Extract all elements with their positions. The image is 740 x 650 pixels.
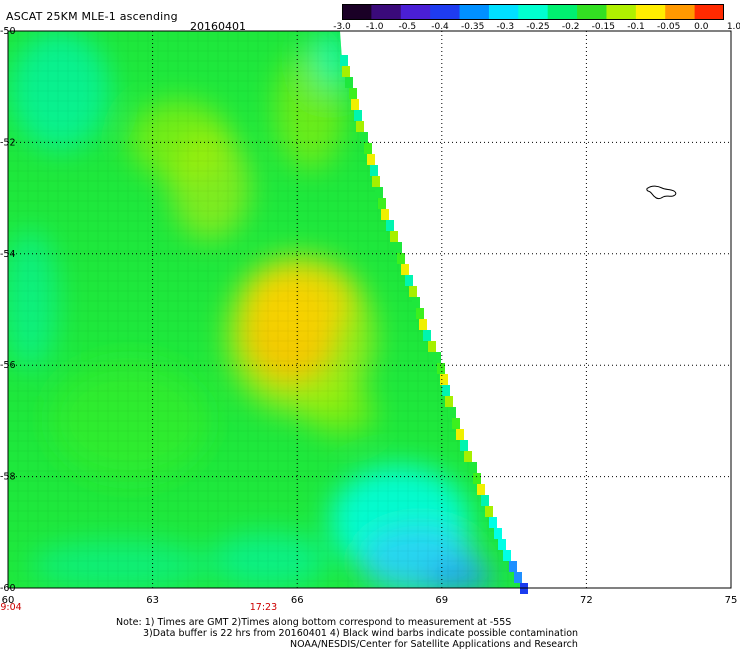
field-blob — [425, 564, 495, 588]
colorbar-label: -0.4 — [431, 22, 449, 32]
colorbar-label: -3.0 — [333, 22, 351, 32]
colorbar-label: -1.0 — [365, 22, 384, 32]
note-line-3: NOAA/NESDIS/Center for Satellite Applica… — [290, 639, 578, 650]
note-line-2: 3)Data buffer is 22 hrs from 20160401 4)… — [143, 628, 579, 639]
colorbar-swatch — [665, 4, 696, 20]
colorbar-swatch — [488, 4, 519, 20]
note-line-1: Note: 1) Times are GMT 2)Times along bot… — [116, 617, 512, 628]
lon-tick-label: 69 — [435, 595, 448, 606]
colorbar-swatch — [694, 4, 724, 20]
colorbar-labels: -3.0 -1.0 -0.5 -0.4 -0.35 -0.3 -0.25 -0.2 -0.15 -… — [330, 22, 740, 36]
colorbar-label: -0.2 — [561, 22, 580, 32]
colorbar-label: 1.0 — [726, 22, 740, 32]
lat-tick-label: -58 — [0, 472, 16, 483]
colorbar-swatch — [459, 4, 490, 20]
field-blob — [305, 385, 375, 435]
lon-tick-label: 72 — [580, 595, 593, 606]
field-blob — [312, 31, 348, 90]
lon-tick-label: 63 — [146, 595, 159, 606]
colorbar-swatch — [577, 4, 608, 20]
lat-tick-label: -50 — [0, 26, 16, 37]
colorbar-swatch — [342, 4, 372, 20]
lat-tick-label: -56 — [0, 360, 16, 371]
colorbar-swatch — [606, 4, 637, 20]
lon-tick-label: 75 — [725, 595, 738, 606]
lat-tick-label: -54 — [0, 249, 16, 260]
colorbar-label: 0.0 — [694, 22, 709, 32]
colorbar-label: -0.35 — [461, 22, 485, 32]
colorbar-swatch — [635, 4, 666, 20]
island-outline — [646, 185, 677, 199]
graticule — [8, 31, 731, 588]
field-blob — [50, 360, 210, 480]
field-blob — [130, 100, 230, 180]
colorbar-label: -0.25 — [526, 22, 550, 32]
colorbar-swatch — [518, 4, 549, 20]
colorbar-label: -0.3 — [496, 22, 515, 32]
field-blob — [10, 31, 110, 150]
colorbar-label: -0.5 — [398, 22, 417, 32]
time-label: 17:23 — [250, 602, 277, 610]
colorbar — [342, 4, 724, 20]
colorbar-label: -0.15 — [591, 22, 615, 32]
swath-edge-cells — [340, 55, 528, 594]
colorbar-swatch — [547, 4, 578, 20]
product-date: 20160401 — [190, 20, 246, 33]
wind-map: 60 63 66 69 72 75 -50 -52 -54 -56 -58 -60 19:04 17:23 — [0, 26, 738, 610]
colorbar-label: -0.05 — [657, 22, 681, 32]
field-blob — [225, 255, 375, 415]
lat-tick-label: -52 — [0, 137, 16, 148]
field-blob — [30, 540, 210, 588]
colorbar-swatch — [371, 4, 402, 20]
field-blob — [210, 532, 330, 588]
lon-tick-label: 60 — [2, 595, 15, 606]
colorbar-label: -0.1 — [627, 22, 645, 32]
time-label: 19:04 — [0, 602, 22, 610]
product-title: ASCAT 25KM MLE-1 ascending — [6, 10, 178, 23]
lon-tick-label: 66 — [291, 595, 304, 606]
field-blob — [8, 230, 58, 370]
lat-tick-label: -60 — [0, 583, 16, 594]
colorbar-swatch — [400, 4, 431, 20]
colorbar-swatch — [430, 4, 461, 20]
